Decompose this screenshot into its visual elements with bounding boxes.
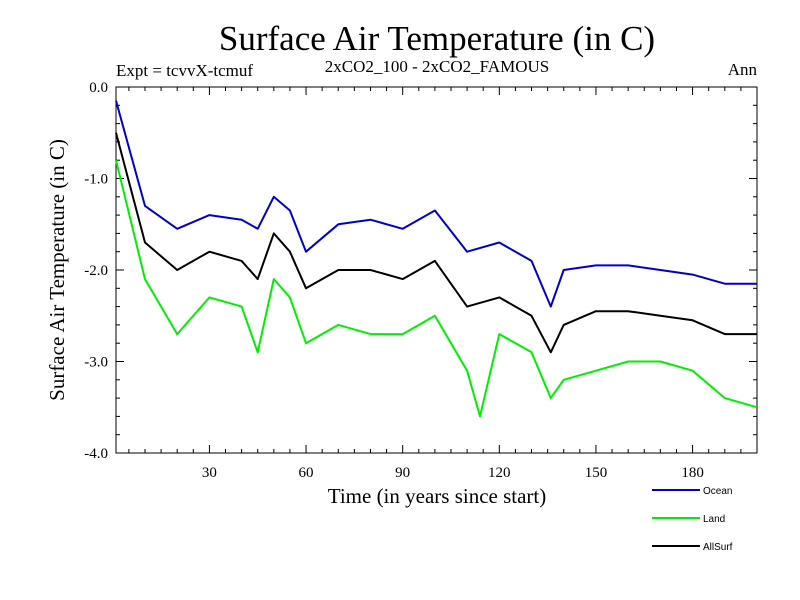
y-axis-label: Surface Air Temperature (in C) bbox=[45, 139, 69, 401]
series-line-land bbox=[115, 159, 758, 418]
series-line-ocean bbox=[115, 100, 757, 308]
legend-label-ocean: Ocean bbox=[703, 486, 732, 497]
x-tick-label: 30 bbox=[202, 465, 217, 481]
y-tick-label: 0.0 bbox=[89, 80, 108, 96]
legend-label-land: Land bbox=[703, 514, 725, 525]
period-label: Ann bbox=[728, 60, 758, 79]
x-tick-label: 180 bbox=[681, 465, 704, 481]
x-axis-label: Time (in years since start) bbox=[328, 484, 547, 508]
x-tick-label: 150 bbox=[585, 465, 608, 481]
y-tick-label: -3.0 bbox=[84, 355, 108, 371]
y-tick-label: -4.0 bbox=[84, 446, 108, 462]
legend-label-allsurf: AllSurf bbox=[703, 542, 733, 553]
y-tick-label: -1.0 bbox=[84, 172, 108, 188]
series-line-allsurf bbox=[115, 132, 757, 354]
experiment-label: Expt = tcvvX-tcmuf bbox=[116, 61, 253, 80]
x-tick-label: 60 bbox=[299, 465, 314, 481]
series-layer bbox=[115, 100, 758, 418]
chart-title: Surface Air Temperature (in C) bbox=[219, 19, 655, 58]
y-tick-label: -2.0 bbox=[84, 263, 108, 279]
legend: Ocean Land AllSurf bbox=[652, 486, 733, 553]
x-tick-label: 90 bbox=[395, 465, 410, 481]
comparison-label: 2xCO2_100 - 2xCO2_FAMOUS bbox=[325, 57, 550, 76]
x-tick-label: 120 bbox=[488, 465, 511, 481]
plot-area bbox=[115, 86, 758, 454]
tick-labels: 30 60 90 120 150 180 0.0 -1.0 -2.0 -3.0 -4.0 bbox=[84, 80, 704, 481]
